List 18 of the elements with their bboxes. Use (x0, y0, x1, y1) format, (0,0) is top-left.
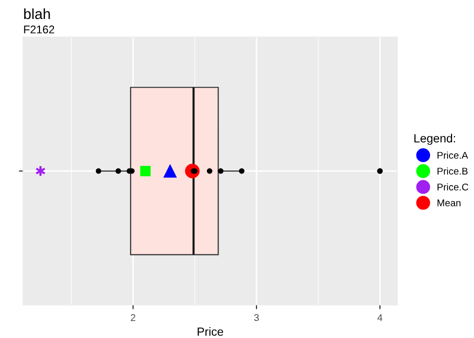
x-axis-title: Price (198, 327, 224, 336)
point (96, 168, 102, 174)
legend-title: Legend: (414, 134, 456, 145)
legend-label: Price.C (438, 183, 468, 190)
x-tick-label: 4 (377, 314, 382, 321)
x-tick-label: 2 (130, 314, 136, 321)
point (164, 164, 177, 178)
point (140, 166, 151, 176)
point (206, 168, 212, 174)
legend-label: Price.A (438, 152, 468, 159)
point (238, 168, 244, 174)
point (218, 168, 224, 174)
point (115, 168, 122, 174)
legend-label: Price.B (438, 167, 468, 175)
x-tick-label: 3 (254, 314, 259, 322)
legend-label: Mean (438, 200, 460, 206)
chart-title: blah (24, 8, 50, 20)
chart-subtitle: F2162 (24, 26, 54, 34)
